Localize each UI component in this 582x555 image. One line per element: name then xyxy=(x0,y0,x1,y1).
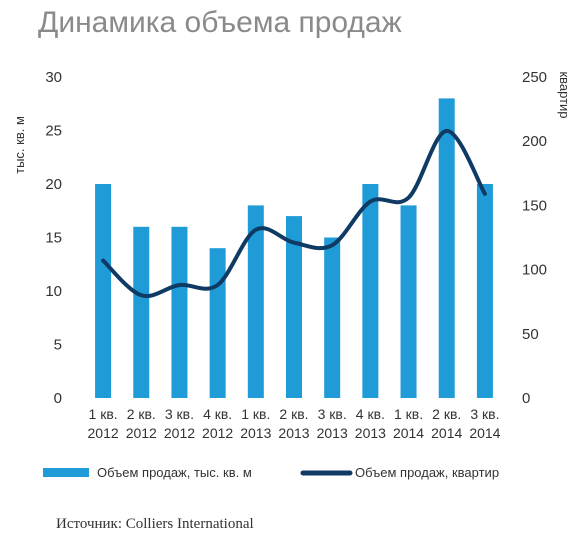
bar xyxy=(400,205,417,398)
left-axis-label: тыс. кв. м xyxy=(12,116,27,174)
right-tick-label: 250 xyxy=(522,69,547,86)
chart-title: Динамика объема продаж xyxy=(38,6,402,39)
right-tick-label: 200 xyxy=(522,133,547,150)
right-tick-label: 50 xyxy=(522,326,539,343)
left-axis-ticks: 0 5 10 15 20 25 30 xyxy=(45,69,62,407)
category-label: 1 кв. 2012 xyxy=(88,406,119,441)
bar xyxy=(286,216,302,398)
right-tick-label: 100 xyxy=(522,262,547,279)
category-label: 4 кв. 2013 xyxy=(355,406,386,441)
category-label: 1 кв. 2014 xyxy=(393,406,424,441)
left-tick-label: 30 xyxy=(45,69,62,86)
right-tick-label: 0 xyxy=(522,390,530,407)
category-label: 3 кв. 2013 xyxy=(317,406,348,441)
right-tick-label: 150 xyxy=(522,197,547,214)
legend: Объем продаж, тыс. кв. м Объем продаж, к… xyxy=(43,465,499,480)
bar xyxy=(209,248,226,398)
bar xyxy=(476,184,493,398)
legend-bar-swatch xyxy=(43,468,89,477)
bars xyxy=(95,98,493,399)
category-label: 2 кв. 2014 xyxy=(431,406,462,441)
category-label: 1 кв. 2013 xyxy=(240,406,271,441)
bar xyxy=(171,226,188,398)
left-tick-label: 0 xyxy=(54,390,62,407)
category-label: 3 кв. 2014 xyxy=(469,406,500,441)
right-axis-label: квартир xyxy=(557,71,572,118)
bar xyxy=(324,237,341,398)
category-label: 3 кв. 2012 xyxy=(164,406,195,441)
category-label: 4 кв. 2012 xyxy=(202,406,233,441)
left-tick-label: 5 xyxy=(54,337,62,354)
bar xyxy=(247,205,264,398)
line-series-path xyxy=(101,128,487,299)
left-tick-label: 15 xyxy=(45,230,62,247)
left-tick-label: 20 xyxy=(45,176,62,193)
legend-bar-label: Объем продаж, тыс. кв. м xyxy=(97,465,252,480)
right-axis-ticks: 0 50 100 150 200 250 xyxy=(522,69,547,407)
source-note: Источник: Colliers International xyxy=(56,516,254,532)
left-tick-label: 10 xyxy=(45,283,62,300)
legend-line-label: Объем продаж, квартир xyxy=(355,465,499,480)
bar xyxy=(362,184,379,398)
category-label: 2 кв. 2013 xyxy=(278,406,309,441)
bar xyxy=(95,184,112,398)
bar xyxy=(133,226,150,398)
bar xyxy=(438,98,455,399)
left-tick-label: 25 xyxy=(45,123,62,140)
category-label: 2 кв. 2012 xyxy=(126,406,157,441)
line-series xyxy=(101,128,487,299)
